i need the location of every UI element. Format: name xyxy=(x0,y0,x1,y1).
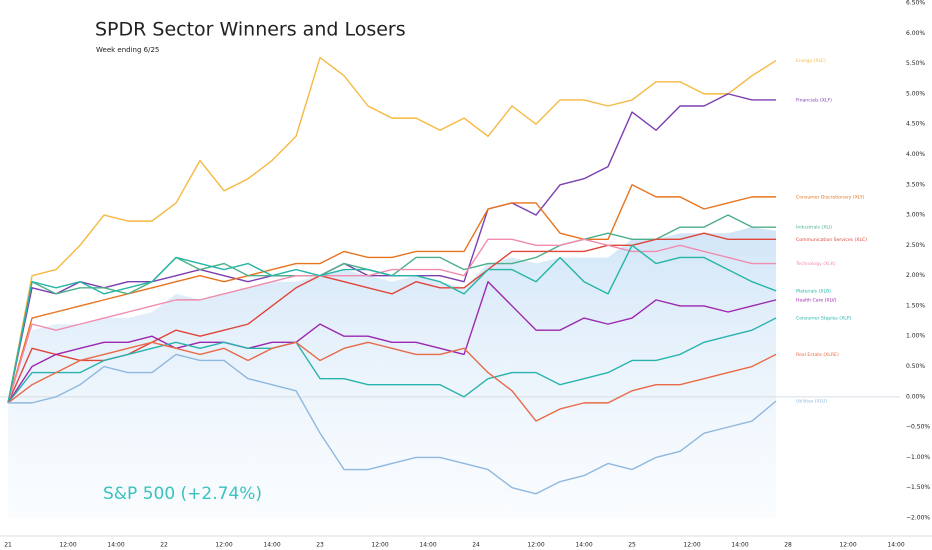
y-tick-label: 2.00% xyxy=(906,272,925,279)
y-tick-label: 6.50% xyxy=(906,0,925,7)
series-line xyxy=(7,341,777,422)
series-line xyxy=(8,353,777,495)
legend-label: Communication Services (XLC) xyxy=(796,237,867,243)
x-tick-label: 14:00 xyxy=(575,542,592,549)
series-line xyxy=(7,232,777,404)
y-tick-label: 2.50% xyxy=(906,242,925,249)
y-tick-label: −1.00% xyxy=(906,454,930,461)
legend-label: Real Estate (XLRE) xyxy=(796,352,839,358)
x-tick-label: 12:00 xyxy=(371,542,388,549)
legend-label: Technology (XLK) xyxy=(795,261,836,267)
x-tick-label: 14:00 xyxy=(107,542,124,549)
x-tick-label: 28 xyxy=(784,542,792,549)
chart-subtitle: Week ending 6/25 xyxy=(96,46,159,54)
x-tick-label: 12:00 xyxy=(527,542,544,549)
legend-label: Materials (XLB) xyxy=(796,288,831,294)
x-tick-label: 12:00 xyxy=(59,542,76,549)
x-tick-label: 24 xyxy=(472,542,480,549)
x-tick-label: 14:00 xyxy=(887,542,904,549)
y-tick-label: −0.50% xyxy=(906,424,930,431)
x-tick-label: 14:00 xyxy=(419,542,436,549)
y-tick-label: 4.50% xyxy=(906,121,925,128)
y-tick-label: 1.50% xyxy=(906,302,925,309)
legend-label: Industrials (XLI) xyxy=(796,225,832,231)
y-tick-label: 0.50% xyxy=(906,363,925,370)
x-tick-label: 12:00 xyxy=(683,542,700,549)
legend-label: Consumer Staples (XLP) xyxy=(796,316,852,322)
y-tick-label: 3.00% xyxy=(906,212,925,219)
sp500-area xyxy=(8,227,777,519)
x-tick-label: 14:00 xyxy=(731,542,748,549)
y-tick-label: 4.00% xyxy=(906,151,925,158)
y-tick-label: −1.50% xyxy=(906,484,930,491)
x-tick-label: 14:00 xyxy=(263,542,280,549)
series-line xyxy=(7,317,777,404)
legend-label: Energy (XLE) xyxy=(796,58,826,64)
y-tick-label: 3.50% xyxy=(906,181,925,188)
legend-label: Consumer Discretionary (XLY) xyxy=(796,194,865,200)
y-tick-label: −2.00% xyxy=(906,515,930,522)
x-tick-label: 12:00 xyxy=(215,542,232,549)
series-line xyxy=(7,281,777,404)
series-line xyxy=(7,184,777,404)
x-tick-label: 21 xyxy=(4,542,12,549)
area-label: S&P 500 (+2.74%) xyxy=(103,484,262,504)
legend-label: Utilities (XLU) xyxy=(796,399,827,405)
series-line xyxy=(7,238,777,404)
x-tick-label: 12:00 xyxy=(839,542,856,549)
y-tick-label: 0.00% xyxy=(906,393,925,400)
series-line xyxy=(7,56,777,404)
y-tick-label: 1.00% xyxy=(906,333,925,340)
legend-label: Health Care (XLV) xyxy=(796,297,837,303)
x-tick-label: 23 xyxy=(316,542,324,549)
y-tick-label: 5.50% xyxy=(906,60,925,67)
y-tick-label: 5.00% xyxy=(906,90,925,97)
chart-title: SPDR Sector Winners and Losers xyxy=(95,19,406,41)
series-line xyxy=(7,244,777,404)
y-tick-label: 6.00% xyxy=(906,30,925,37)
legend-label: Financials (XLF) xyxy=(796,97,832,103)
x-tick-label: 22 xyxy=(160,542,168,549)
x-tick-label: 25 xyxy=(628,542,636,549)
